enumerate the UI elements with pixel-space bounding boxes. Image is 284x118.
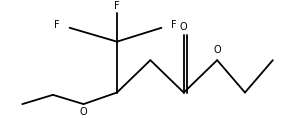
Text: O: O: [213, 45, 221, 55]
Text: O: O: [80, 107, 87, 117]
Text: F: F: [114, 1, 120, 11]
Text: F: F: [54, 20, 60, 30]
Text: F: F: [171, 20, 177, 30]
Text: O: O: [180, 22, 187, 32]
